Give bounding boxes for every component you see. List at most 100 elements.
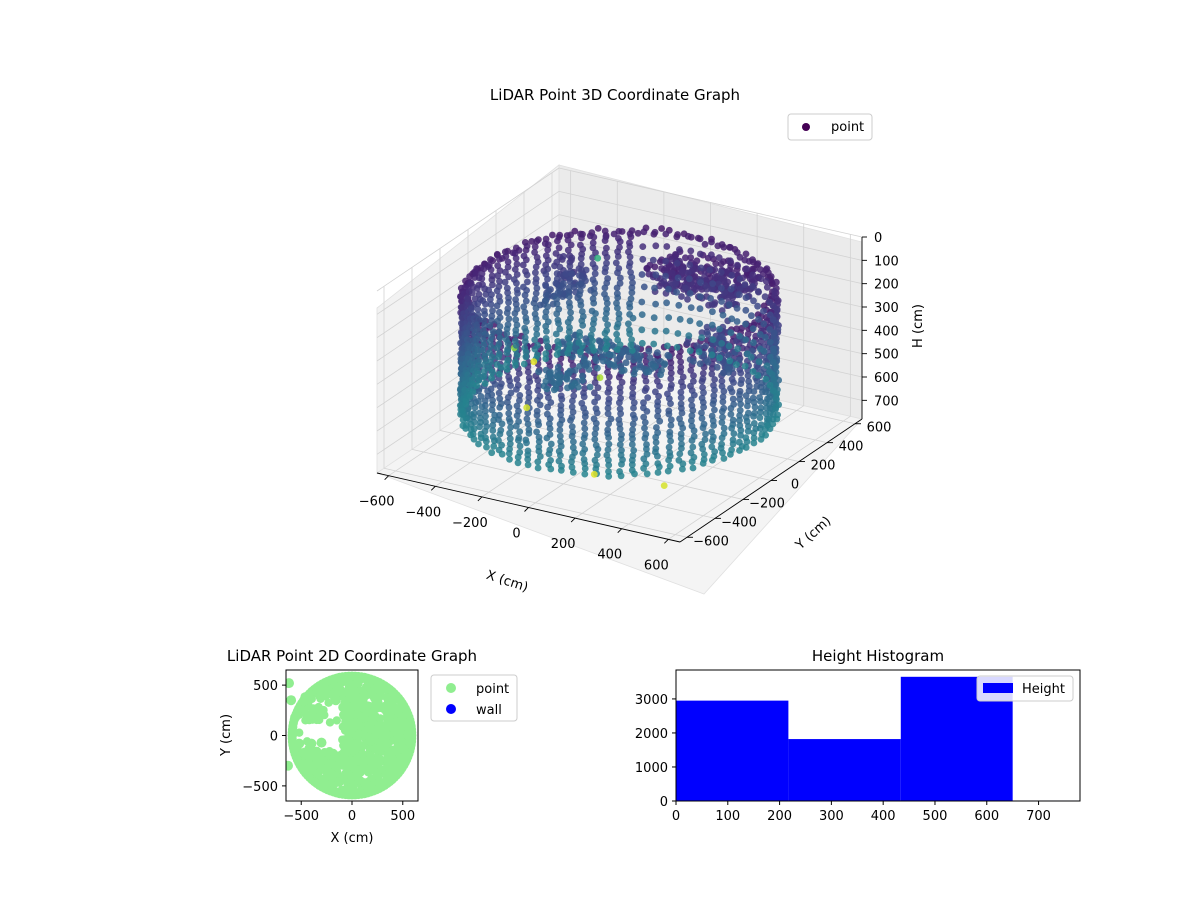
point-3d (627, 233, 635, 241)
point-3d (772, 278, 780, 286)
point-3d (553, 258, 561, 266)
point-3d (725, 301, 733, 309)
point-3d (640, 228, 648, 236)
point-3d (733, 361, 740, 368)
point-3d (746, 382, 753, 390)
point-2d (312, 747, 321, 756)
point-3d (581, 413, 589, 420)
chart-2d: LiDAR Point 2D Coordinate Graph −500 0 500… (219, 647, 518, 846)
point-3d (744, 372, 752, 380)
point-3d (532, 279, 540, 287)
point-3d (667, 364, 675, 372)
point-3d (568, 270, 576, 278)
point-3d (503, 325, 511, 333)
point-3d (709, 280, 717, 287)
point-3d (628, 227, 636, 235)
point-3d (531, 336, 539, 344)
point-3d (698, 440, 706, 448)
point-2d (300, 692, 311, 703)
point-3d (616, 441, 624, 448)
point-3d (488, 312, 496, 320)
point-3d (665, 410, 673, 418)
point-3d (478, 403, 486, 411)
point-3d (641, 424, 648, 432)
point-3d (755, 288, 762, 295)
point-3d (763, 362, 771, 370)
point-2d (376, 714, 385, 723)
point-3d (652, 300, 659, 308)
point-2d (332, 716, 341, 725)
point-3d (649, 256, 657, 264)
point-3d (728, 388, 736, 396)
point-3d (567, 241, 575, 249)
point-3d (757, 398, 764, 405)
point-3d (520, 252, 528, 260)
point-3d (756, 345, 764, 353)
point-3d (741, 362, 749, 370)
point-3d (704, 331, 712, 338)
point-3d (604, 404, 612, 412)
point-3d (733, 318, 741, 325)
point-3d (616, 341, 624, 349)
point-3d (654, 452, 661, 460)
point-3d (474, 351, 481, 358)
point-3d (576, 363, 583, 370)
point-3d (569, 397, 576, 405)
point-3d (687, 247, 695, 255)
point-3d (743, 265, 750, 273)
point-3d (489, 397, 496, 404)
point-3d (512, 326, 520, 334)
point-3d (708, 251, 715, 259)
point-3d (568, 423, 576, 430)
point-3d (603, 357, 611, 365)
x-tick-3d (617, 528, 623, 534)
point-3d (652, 439, 660, 446)
point-3d (730, 379, 737, 386)
point-3d (750, 434, 758, 442)
point-3d (613, 324, 621, 331)
point-3d (677, 435, 685, 442)
point-2d (286, 695, 297, 706)
point-3d (496, 323, 504, 330)
point-3d (481, 311, 489, 318)
point-3d (603, 299, 611, 307)
point-3d (543, 338, 550, 345)
legend-2d: point wall (430, 674, 518, 722)
point-3d (552, 279, 560, 287)
point-3d (750, 429, 758, 437)
point-3d (596, 338, 604, 345)
point-3d (512, 296, 519, 303)
chart-3d-title: LiDAR Point 3D Coordinate Graph (490, 86, 740, 104)
points-2d (286, 671, 417, 800)
point-3d (591, 430, 599, 438)
point-3d (581, 465, 589, 472)
point-3d (525, 374, 533, 382)
point-3d (676, 415, 683, 423)
x-tick-label-3d: 200 (551, 537, 576, 552)
point-3d (708, 238, 715, 246)
point-3d (566, 303, 574, 311)
point-3d (553, 351, 561, 358)
x-tick-label-3d: −400 (405, 505, 441, 520)
point-3d (637, 363, 644, 371)
histogram-bar (676, 700, 789, 801)
point-3d (702, 342, 709, 350)
point-3d (605, 473, 613, 480)
point-3d (675, 456, 683, 464)
point-3d (604, 379, 612, 387)
histogram-title: Height Histogram (812, 647, 944, 665)
point-3d (505, 403, 513, 411)
point-3d (687, 254, 695, 261)
point-3d (513, 286, 521, 293)
point-3d (511, 266, 519, 273)
point-3d (749, 325, 757, 332)
point-3d (625, 353, 633, 361)
x-axis-label-3d: X (cm) (484, 568, 530, 596)
point-3d (651, 284, 658, 292)
point-3d (696, 293, 704, 300)
x-tick-3d (430, 485, 436, 491)
point-3d (512, 362, 519, 369)
point-3d (628, 347, 636, 354)
point-3d (667, 375, 675, 383)
point-3d (626, 311, 633, 318)
